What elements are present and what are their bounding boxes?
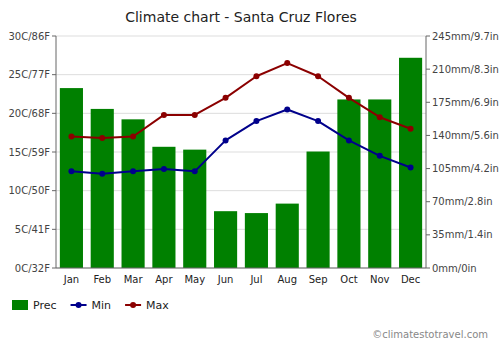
y2-tick-label: 245mm/9.7in [432, 31, 499, 42]
marker [192, 168, 198, 174]
grid-line [56, 268, 426, 269]
marker [223, 137, 229, 143]
marker [130, 168, 136, 174]
y2-tick-label: 175mm/6.9in [432, 97, 499, 108]
bar [214, 211, 237, 268]
marker [99, 135, 105, 141]
y2-tick-label: 70mm/2.8in [432, 196, 493, 207]
grid-line [56, 74, 426, 75]
legend-swatch [12, 300, 28, 310]
chart: Climate chart - Santa Cruz Flores 0C/32F 5… [0, 0, 500, 350]
x-tick-label: Feb [93, 274, 111, 285]
bar [152, 147, 175, 268]
marker [253, 118, 259, 124]
marker [68, 134, 74, 140]
marker [346, 137, 352, 143]
y2-tick [426, 36, 430, 37]
bar [122, 119, 145, 268]
marker [408, 126, 414, 132]
y2-tick-label: 0mm/0in [432, 263, 477, 274]
y2-tick [426, 201, 430, 202]
y-tick [52, 113, 56, 114]
annotation: ©climatestotravel.com [372, 329, 488, 340]
y-tick [52, 229, 56, 230]
y-tick-label: 25C/77F [8, 69, 50, 80]
y2-tick-label: 35mm/1.4in [432, 229, 493, 240]
y2-tick [426, 69, 430, 70]
marker [99, 171, 105, 177]
y-axis [56, 36, 57, 268]
marker [130, 134, 136, 140]
marker [315, 118, 321, 124]
marker [377, 153, 383, 159]
marker [223, 95, 229, 101]
marker [284, 106, 290, 112]
marker [161, 112, 167, 118]
x-tick-label: Aug [277, 274, 297, 285]
y-tick-label: 0C/32F [15, 263, 50, 274]
x-tick-label: Sep [309, 274, 328, 285]
legend-marker [130, 302, 136, 308]
marker [315, 73, 321, 79]
x-tick-label: Nov [370, 274, 390, 285]
x-tick-label: May [184, 274, 205, 285]
y-tick [52, 268, 56, 269]
bar [91, 109, 114, 268]
y-tick [52, 74, 56, 75]
y-tick-label: 5C/41F [15, 224, 50, 235]
x-tick-label: Mar [124, 274, 144, 285]
bar [307, 152, 330, 268]
x-tick-label: Jun [217, 274, 234, 285]
y-tick-label: 20C/68F [8, 108, 50, 119]
line [71, 63, 410, 138]
y2-axis [426, 36, 427, 268]
y-tick [52, 36, 56, 37]
x-tick-label: Apr [155, 274, 173, 285]
legend-label: Min [92, 299, 112, 312]
y2-tick [426, 102, 430, 103]
x-tick-label: Oct [340, 274, 357, 285]
bar [399, 58, 422, 268]
y-tick [52, 190, 56, 191]
y2-tick [426, 234, 430, 235]
bar [368, 99, 391, 268]
y2-tick [426, 168, 430, 169]
bar [245, 213, 268, 268]
y-tick-label: 10C/50F [8, 185, 50, 196]
y2-tick-label: 210mm/8.3in [432, 64, 499, 75]
title: Climate chart - Santa Cruz Flores [125, 9, 357, 25]
legend-label: Max [146, 299, 169, 312]
y2-tick-label: 140mm/5.6in [432, 130, 499, 141]
marker [284, 60, 290, 66]
marker [253, 73, 259, 79]
legend-marker [76, 302, 82, 308]
x-axis [56, 268, 426, 269]
marker [408, 164, 414, 170]
marker [68, 168, 74, 174]
x-tick-label: Jan [63, 274, 79, 285]
plot-data [60, 58, 422, 268]
bar [276, 204, 299, 268]
marker [346, 95, 352, 101]
bar [60, 88, 83, 268]
x-tick-label: Dec [401, 274, 420, 285]
y-tick [52, 152, 56, 153]
x-tick-label: Jul [249, 274, 262, 285]
bar [337, 99, 360, 268]
grid-line [56, 36, 426, 37]
y2-tick [426, 135, 430, 136]
legend-label: Prec [33, 299, 57, 312]
legend: Prec Min Max [12, 299, 169, 312]
marker [192, 112, 198, 118]
y2-tick [426, 268, 430, 269]
y-tick-label: 30C/86F [8, 31, 50, 42]
grid [56, 36, 426, 268]
y-tick-label: 15C/59F [8, 147, 50, 158]
marker [161, 166, 167, 172]
line [71, 109, 410, 173]
marker [377, 114, 383, 120]
y2-tick-label: 105mm/4.2in [432, 163, 499, 174]
bar [183, 150, 206, 268]
